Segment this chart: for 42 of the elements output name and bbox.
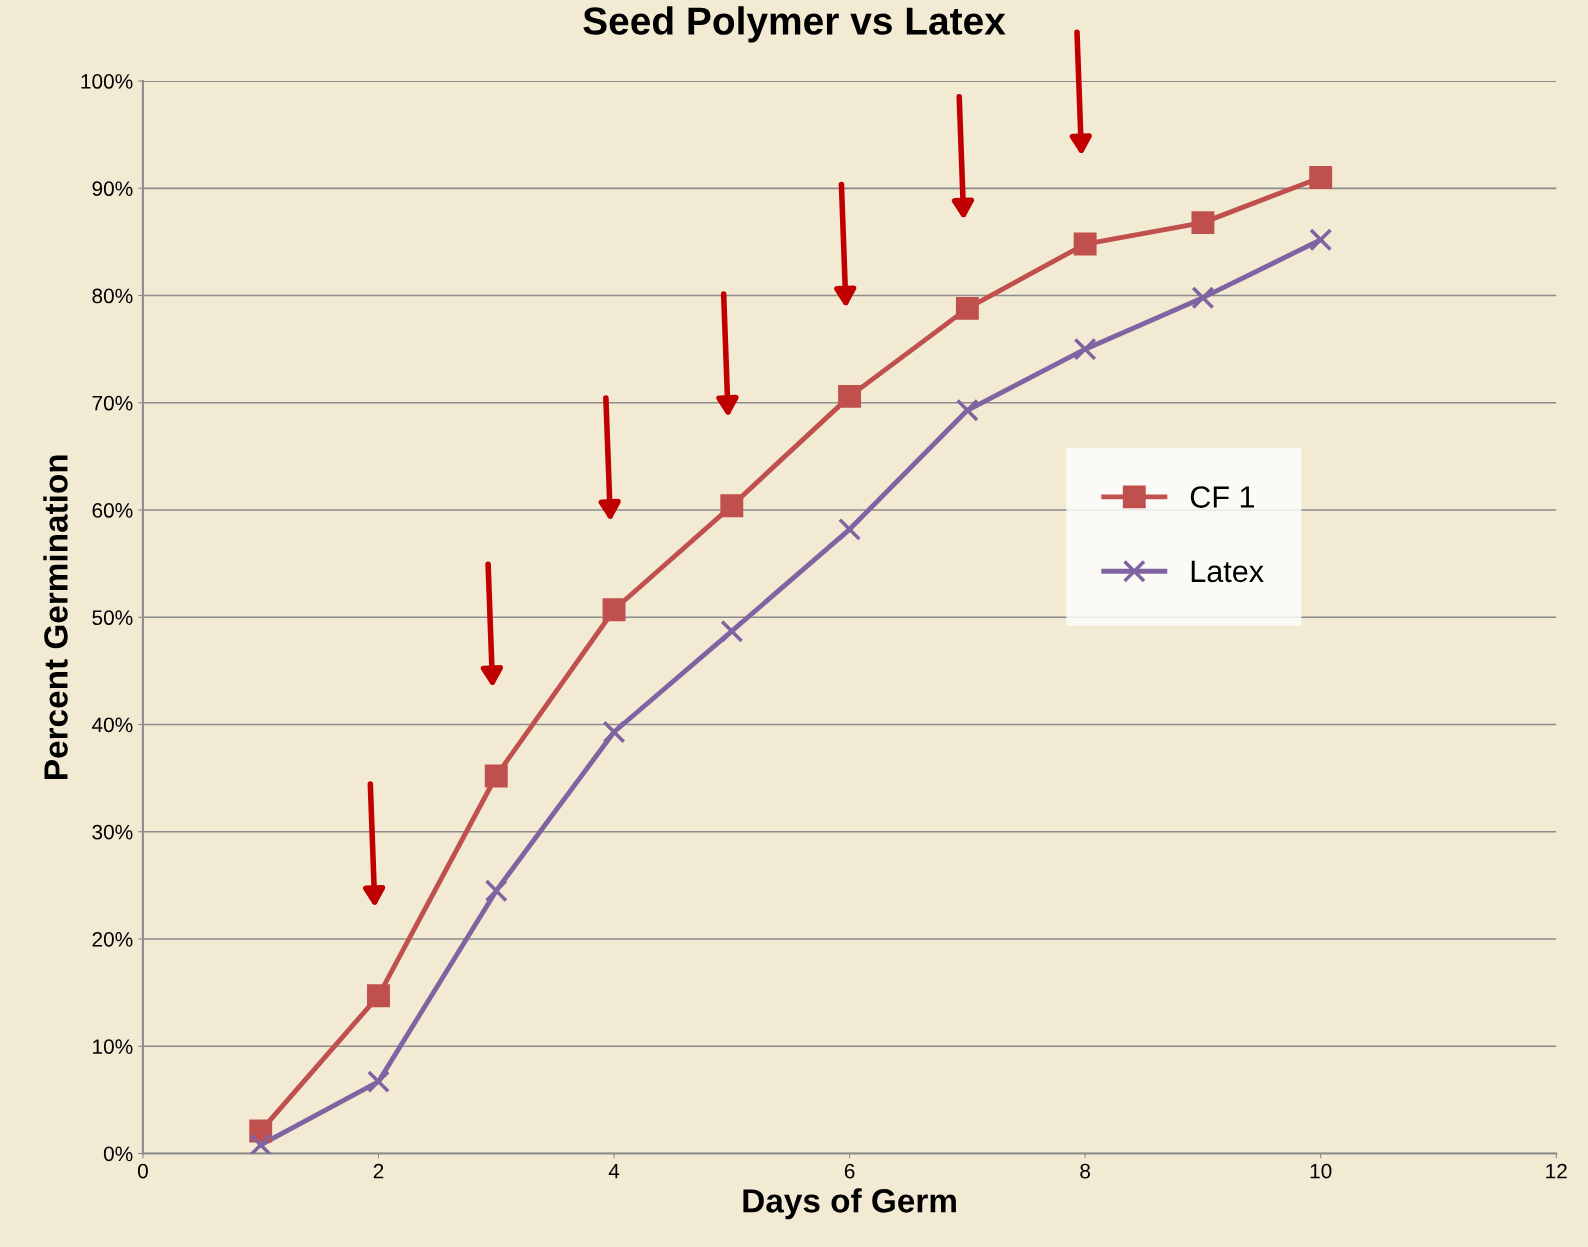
- point: [955, 296, 979, 320]
- chart-title: Seed Polymer vs Latex: [583, 6, 1006, 43]
- x-axis-title: Days of Germ: [743, 1188, 956, 1220]
- y-axis-title: Percent Germination: [43, 455, 68, 779]
- y-tick-label: 0%: [103, 1146, 133, 1162]
- point: [838, 517, 862, 541]
- point: [838, 384, 862, 408]
- x-tick-label: 4: [608, 1163, 620, 1179]
- y-tick-label: 20%: [92, 931, 133, 947]
- y-tick-label: 10%: [93, 1039, 133, 1054]
- x-tick-label: 10: [1310, 1163, 1332, 1179]
- x-tick-label: 8: [1080, 1163, 1091, 1179]
- y-tick-label: 100%: [81, 74, 133, 89]
- point: [720, 494, 744, 518]
- point: [367, 984, 390, 1008]
- point: [1191, 286, 1215, 310]
- x-tick-label: 2: [373, 1163, 384, 1179]
- y-tick-label: 40%: [91, 717, 133, 733]
- point: [1191, 211, 1215, 235]
- x-tick-label: 12: [1546, 1163, 1567, 1179]
- legend-label: CF 1: [1190, 486, 1255, 508]
- legend-label: Latex: [1191, 560, 1264, 583]
- x-tick-label: 0: [137, 1163, 148, 1179]
- point: [249, 1133, 273, 1154]
- point: [1309, 166, 1333, 190]
- point: [367, 1070, 390, 1094]
- point: [1309, 228, 1333, 252]
- point: [602, 598, 626, 622]
- y-tick-label: 80%: [92, 288, 133, 304]
- point: [484, 879, 508, 903]
- point: [955, 398, 979, 422]
- y-tick-label: 70%: [92, 395, 133, 411]
- x-tick-label: 6: [844, 1163, 855, 1179]
- y-tick-label: 50%: [92, 610, 133, 626]
- point: [484, 764, 508, 788]
- point: [720, 619, 744, 643]
- y-tick-label: 90%: [92, 181, 133, 197]
- point: [602, 720, 626, 744]
- y-tick-label: 30%: [92, 824, 133, 840]
- point: [1073, 232, 1097, 256]
- y-tick-label: 60%: [92, 503, 133, 518]
- point: [1073, 337, 1097, 361]
